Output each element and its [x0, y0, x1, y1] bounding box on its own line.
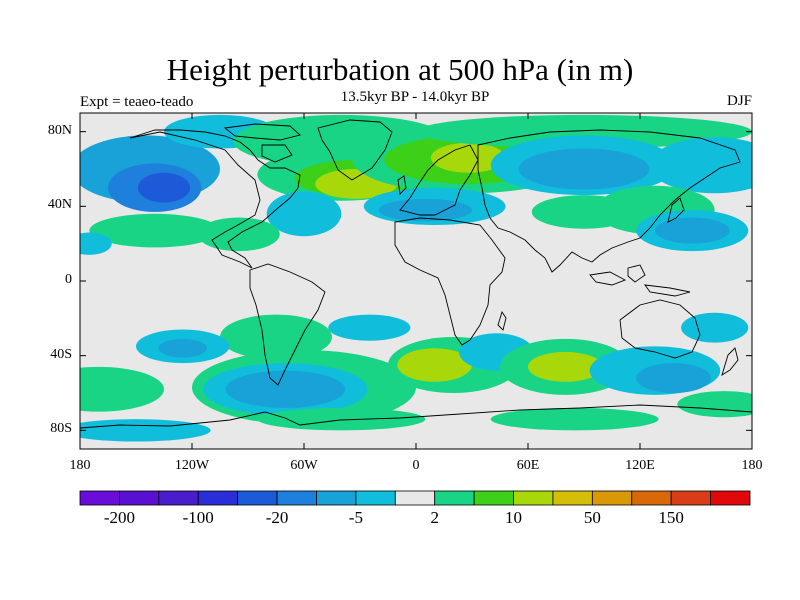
field-contour-37: [528, 351, 603, 382]
lon-label-5: 120E: [625, 458, 655, 473]
field-contour-12: [378, 198, 473, 222]
field-contour-34: [397, 348, 472, 382]
coastline-asia: [477, 129, 741, 273]
colorbar-label-4: 2: [430, 508, 439, 527]
colorbar-swatch-12: [552, 490, 593, 506]
colorbar-swatch-4: [237, 490, 278, 506]
lon-label-1: 120W: [174, 458, 210, 473]
field-contour-31: [225, 370, 346, 408]
lon-label-0: 180: [69, 458, 91, 473]
lon-label-4: 60E: [516, 458, 540, 473]
colorbar-label-1: -100: [182, 508, 214, 527]
colorbar-swatch-3: [197, 490, 239, 506]
colorbar-swatch-15: [670, 490, 711, 506]
colorbar-swatch-16: [710, 490, 751, 506]
coastline-north-america: [129, 129, 301, 269]
lat-label-3: 40S: [50, 346, 72, 362]
lat-label-1: 40N: [47, 197, 72, 213]
colorbar-label-7: 150: [658, 508, 684, 527]
axis-ticks: [79, 113, 753, 449]
lon-label-2: 60W: [290, 458, 318, 473]
season-label: DJF: [726, 93, 752, 109]
coastline-africa: [394, 217, 506, 346]
colorbar-swatch-2: [158, 490, 199, 506]
colorbar-label-2: -20: [265, 508, 289, 527]
colorbar-label-3: -5: [348, 508, 363, 527]
colorbar-label-6: 50: [583, 508, 601, 527]
experiment-label: Expt = teaeo-teado: [80, 94, 194, 110]
colorbar-swatch-8: [394, 490, 436, 506]
lon-label-6: 180: [741, 458, 763, 473]
coastline-se-asia-islands: [589, 264, 691, 297]
colorbar-swatch-0: [79, 490, 120, 506]
colorbar-swatch-5: [276, 490, 317, 506]
lat-label-4: 80S: [50, 421, 72, 437]
coastline-greenland: [317, 119, 393, 181]
field-contour-44: [490, 407, 659, 431]
lat-label-0: 80N: [47, 122, 72, 138]
plot-title: Height perturbation at 500 hPa (in m): [166, 52, 634, 87]
field-contour-32: [80, 366, 164, 412]
coastline-australia: [619, 299, 701, 359]
field-contour-18: [518, 148, 650, 190]
coastline-antarctica: [80, 404, 752, 429]
colorbar-swatch-14: [631, 490, 672, 506]
coastline-british-isles: [397, 175, 407, 195]
colorbar-swatch-10: [473, 490, 514, 506]
field-contour-40: [681, 312, 749, 343]
colorbar-swatch-1: [119, 490, 160, 506]
field-contour-13: [266, 191, 342, 237]
field-contour-10: [430, 142, 506, 173]
plot-subtitle: 13.5kyr BP - 14.0kyr BP: [340, 89, 490, 105]
field-contour-27: [158, 338, 207, 358]
field-contour-42: [80, 419, 211, 442]
field-contour-28: [328, 314, 411, 341]
field-contour-23: [654, 217, 730, 244]
coastline-arctic-islands: [223, 123, 301, 163]
coastline-japan: [667, 197, 685, 223]
colorbar-swatch-13: [591, 490, 633, 506]
colorbar-swatch-9: [434, 490, 475, 506]
colorbar-swatch-11: [513, 490, 554, 506]
field-contour-19: [649, 137, 752, 194]
coastline-new-zealand: [721, 347, 739, 377]
field-contour-25: [220, 314, 332, 360]
field-contour-24: [80, 232, 112, 255]
colorbar-swatch-7: [355, 490, 396, 506]
lon-label-3: 0: [412, 458, 420, 473]
colorbar-label-5: 10: [505, 508, 523, 527]
coastlines: [80, 119, 752, 429]
coastline-madagascar: [497, 310, 507, 331]
lat-label-2: 0: [65, 272, 72, 287]
field-contour-39: [636, 363, 711, 394]
colorbar-swatch-6: [316, 490, 357, 506]
colorbar-label-0: -200: [103, 508, 135, 527]
field-contour-14: [89, 213, 220, 248]
coastline-south-america: [249, 263, 326, 386]
field-contour-2: [137, 172, 191, 203]
